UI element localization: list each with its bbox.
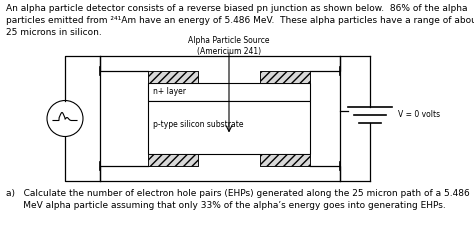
Bar — [260, 71, 310, 83]
Text: An alpha particle detector consists of a reverse biased pn junction as shown bel: An alpha particle detector consists of a… — [6, 4, 474, 37]
Bar — [148, 101, 310, 154]
Bar — [100, 56, 340, 181]
Bar — [148, 71, 198, 83]
Bar — [148, 83, 310, 101]
Bar — [148, 154, 198, 166]
Text: V = 0 volts: V = 0 volts — [398, 110, 440, 119]
Bar — [260, 154, 310, 166]
Bar — [148, 154, 198, 166]
Text: Alpha Particle Source
(Americium 241): Alpha Particle Source (Americium 241) — [188, 36, 270, 56]
Text: n+ layer: n+ layer — [153, 88, 186, 96]
Bar — [260, 154, 310, 166]
Text: a)   Calculate the number of electron hole pairs (EHPs) generated along the 25 m: a) Calculate the number of electron hole… — [6, 189, 470, 210]
Text: p-type silicon substrate: p-type silicon substrate — [153, 120, 244, 129]
Bar — [148, 71, 198, 83]
Bar — [260, 71, 310, 83]
